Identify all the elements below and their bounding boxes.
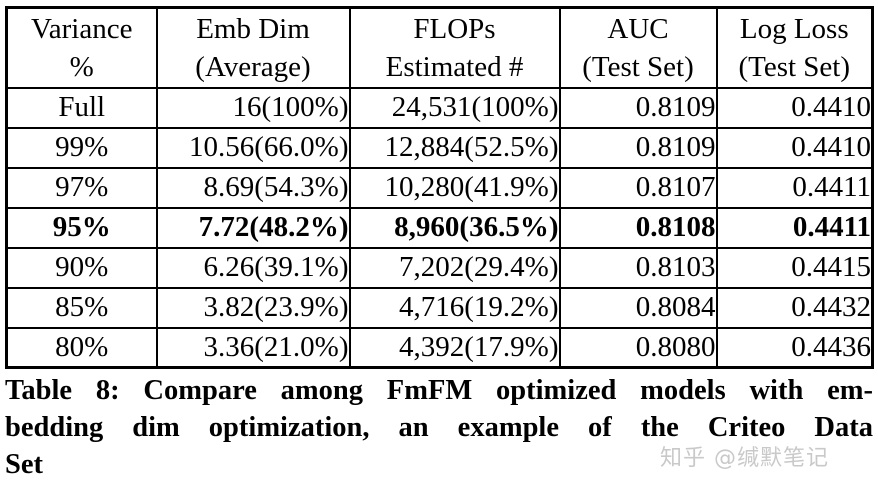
cell-log-loss: 0.4432 bbox=[715, 286, 874, 329]
cell-auc: 0.8103 bbox=[558, 246, 718, 289]
cell-auc: 0.8109 bbox=[558, 86, 718, 129]
header-line-2: % bbox=[69, 50, 94, 83]
cell-variance: 80% bbox=[5, 326, 158, 369]
col-header-log-loss: Log Loss (Test Set) bbox=[715, 6, 874, 89]
cell-emb-dim: 3.36(21.0%) bbox=[155, 326, 351, 369]
table-row: 99% 10.56(66.0%) 12,884(52.5%) 0.8109 0.… bbox=[5, 126, 874, 169]
cell-variance: 95% bbox=[5, 206, 158, 249]
cell-flops: 12,884(52.5%) bbox=[348, 126, 561, 169]
cell-flops: 24,531(100%) bbox=[348, 86, 561, 129]
cell-emb-dim: 7.72(48.2%) bbox=[155, 206, 351, 249]
cell-auc: 0.8080 bbox=[558, 326, 718, 369]
header-line-1: Log Loss bbox=[739, 12, 849, 45]
col-header-auc: AUC (Test Set) bbox=[558, 6, 718, 89]
cell-log-loss: 0.4436 bbox=[715, 326, 874, 369]
cell-auc: 0.8107 bbox=[558, 166, 718, 209]
cell-emb-dim: 3.82(23.9%) bbox=[155, 286, 351, 329]
table-row: 85% 3.82(23.9%) 4,716(19.2%) 0.8084 0.44… bbox=[5, 286, 874, 329]
cell-log-loss: 0.4410 bbox=[715, 86, 874, 129]
cell-log-loss: 0.4410 bbox=[715, 126, 874, 169]
cell-variance: 90% bbox=[5, 246, 158, 289]
cell-log-loss: 0.4411 bbox=[715, 166, 874, 209]
cell-emb-dim: 6.26(39.1%) bbox=[155, 246, 351, 289]
cell-flops: 10,280(41.9%) bbox=[348, 166, 561, 209]
cell-variance: 97% bbox=[5, 166, 158, 209]
header-line-2: (Test Set) bbox=[582, 50, 694, 83]
cell-variance: 99% bbox=[5, 126, 158, 169]
caption-line-3: Set bbox=[5, 449, 43, 480]
cell-emb-dim: 16(100%) bbox=[155, 86, 351, 129]
cell-emb-dim: 8.69(54.3%) bbox=[155, 166, 351, 209]
cell-flops: 4,392(17.9%) bbox=[348, 326, 561, 369]
cell-emb-dim: 10.56(66.0%) bbox=[155, 126, 351, 169]
cell-variance: Full bbox=[5, 86, 158, 129]
cell-auc: 0.8109 bbox=[558, 126, 718, 169]
header-line-1: Emb Dim bbox=[196, 12, 310, 45]
table-row-highlighted: 95% 7.72(48.2%) 8,960(36.5%) 0.8108 0.44… bbox=[5, 206, 874, 249]
header-line-2: Estimated # bbox=[385, 50, 524, 83]
table-row: Full 16(100%) 24,531(100%) 0.8109 0.4410 bbox=[5, 86, 874, 129]
caption-line-2: bedding dim optimization, an example of … bbox=[5, 412, 873, 443]
cell-flops: 7,202(29.4%) bbox=[348, 246, 561, 289]
table-row: 80% 3.36(21.0%) 4,392(17.9%) 0.8080 0.44… bbox=[5, 326, 874, 369]
col-header-variance: Variance % bbox=[5, 6, 158, 89]
caption-line-1: Table 8: Compare among FmFM optimized mo… bbox=[5, 375, 873, 406]
cell-flops: 4,716(19.2%) bbox=[348, 286, 561, 329]
results-table: Variance % Emb Dim (Average) FLOPs Estim… bbox=[5, 6, 874, 369]
table-caption: Table 8: Compare among FmFM optimized mo… bbox=[5, 372, 873, 483]
header-line-1: AUC bbox=[607, 12, 669, 45]
header-line-2: (Test Set) bbox=[738, 50, 851, 83]
header-line-1: FLOPs bbox=[413, 12, 496, 45]
cell-auc: 0.8084 bbox=[558, 286, 718, 329]
cell-log-loss: 0.4411 bbox=[715, 206, 874, 249]
col-header-emb-dim: Emb Dim (Average) bbox=[155, 6, 351, 89]
col-header-flops: FLOPs Estimated # bbox=[348, 6, 561, 89]
cell-log-loss: 0.4415 bbox=[715, 246, 874, 289]
header-line-1: Variance bbox=[31, 12, 133, 45]
header-line-2: (Average) bbox=[195, 50, 311, 83]
cell-variance: 85% bbox=[5, 286, 158, 329]
table-row: 90% 6.26(39.1%) 7,202(29.4%) 0.8103 0.44… bbox=[5, 246, 874, 289]
table-row: 97% 8.69(54.3%) 10,280(41.9%) 0.8107 0.4… bbox=[5, 166, 874, 209]
header-row: Variance % Emb Dim (Average) FLOPs Estim… bbox=[5, 6, 874, 89]
zhihu-watermark: 知乎 @缄默笔记 bbox=[660, 446, 829, 471]
cell-auc: 0.8108 bbox=[558, 206, 718, 249]
cell-flops: 8,960(36.5%) bbox=[348, 206, 561, 249]
